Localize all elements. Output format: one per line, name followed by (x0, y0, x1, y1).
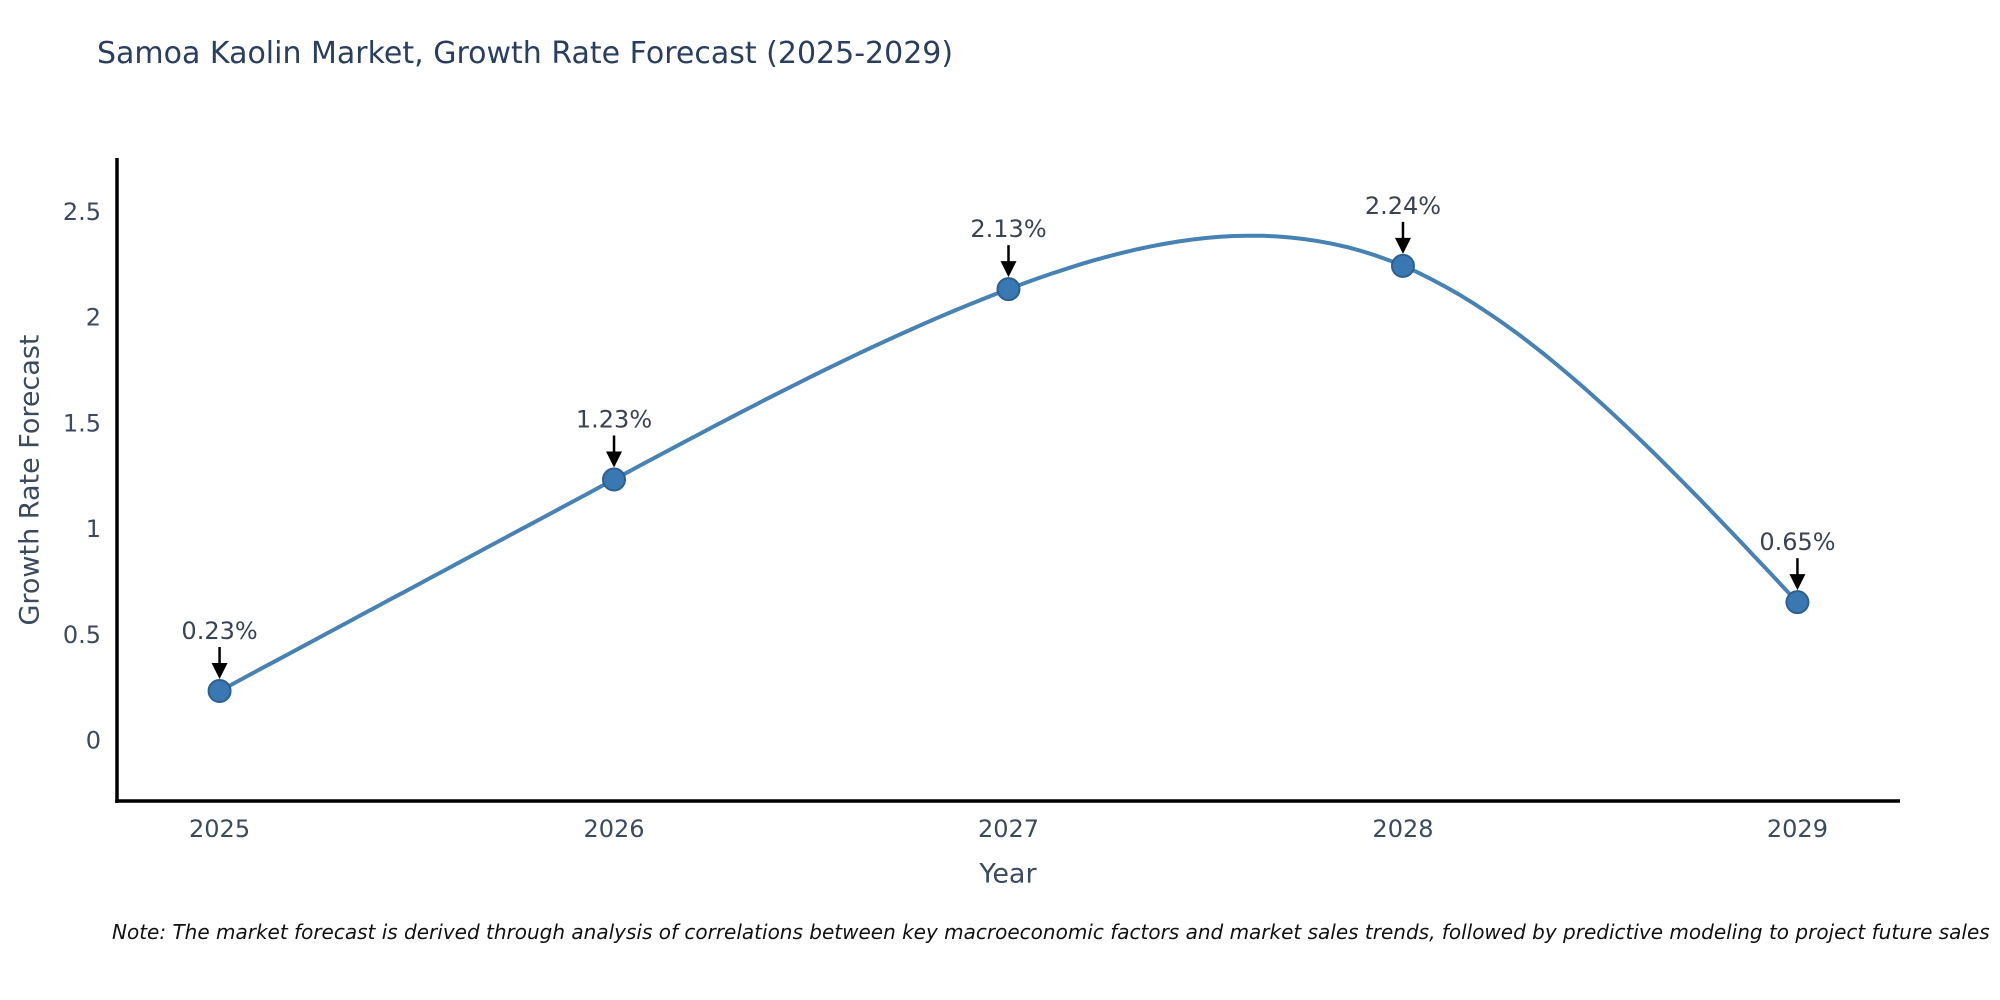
annotation-arrow-head (606, 451, 623, 468)
point-annotation: 0.65% (1759, 528, 1836, 591)
point-annotation: 0.23% (181, 617, 258, 680)
y-tick-labels: 0 0.5 1 1.5 2 2.5 (63, 198, 101, 755)
point-annotation-label: 0.65% (1759, 528, 1835, 556)
point-annotations: 0.23% 1.23% 2.13% 2.24% 0.65% (181, 192, 1836, 680)
y-tick-label: 2.5 (63, 198, 101, 226)
footnote: Note: The market forecast is derived thr… (112, 920, 1990, 944)
annotation-arrow-head (211, 663, 228, 680)
data-point-marker (602, 467, 627, 492)
annotation-arrow-head (1000, 261, 1017, 278)
data-point-marker (207, 679, 232, 704)
x-tick-label: 2025 (189, 815, 250, 843)
axes-spines (115, 158, 1900, 803)
x-tick-label: 2029 (1767, 815, 1828, 843)
y-tick-label: 0.5 (63, 621, 101, 649)
x-tick-label: 2027 (978, 815, 1039, 843)
x-tick-labels: 2025 2026 2027 2028 2029 (189, 815, 1828, 843)
point-annotation: 2.24% (1365, 192, 1441, 254)
point-annotation-label: 1.23% (576, 406, 652, 434)
y-tick-label: 1.5 (63, 409, 101, 437)
point-annotation-label: 2.24% (1365, 192, 1441, 220)
data-points (207, 253, 1810, 704)
x-axis-title: Year (979, 858, 1037, 890)
point-annotation-label: 2.13% (970, 215, 1046, 243)
x-tick-label: 2028 (1372, 815, 1433, 843)
data-point-marker (996, 277, 1021, 302)
annotation-arrow-head (1394, 237, 1411, 254)
y-tick-label: 2 (86, 304, 101, 332)
point-annotation: 2.13% (970, 215, 1047, 278)
x-tick-label: 2026 (583, 815, 644, 843)
y-tick-label: 0 (86, 727, 101, 755)
y-tick-label: 1 (86, 515, 101, 543)
chart-title: Samoa Kaolin Market, Growth Rate Forecas… (97, 36, 954, 71)
point-annotation: 1.23% (576, 406, 652, 468)
point-annotation-label: 0.23% (181, 617, 257, 645)
annotation-arrow-head (1789, 574, 1806, 591)
forecast-line (217, 233, 1800, 693)
data-point-marker (1785, 590, 1810, 615)
data-point-marker (1390, 253, 1415, 278)
